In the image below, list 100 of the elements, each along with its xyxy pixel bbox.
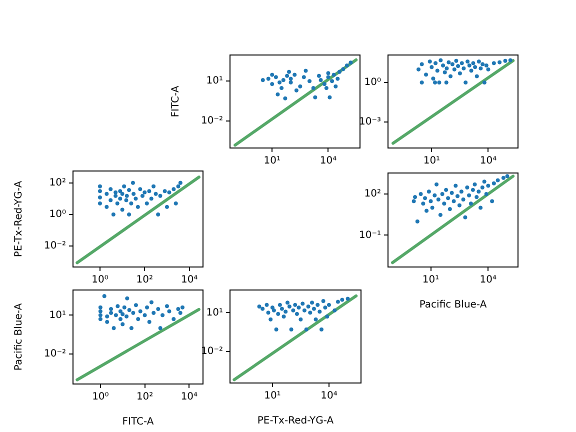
x-tick-label: 10⁴ [320, 390, 338, 402]
point [418, 192, 423, 196]
x-axis-title: Pacific Blue-A [419, 300, 487, 311]
point [486, 67, 490, 72]
point [422, 196, 428, 200]
point [454, 184, 458, 188]
point [482, 80, 486, 85]
point [280, 306, 284, 311]
y-tick-label: 10⁻² [200, 116, 223, 127]
point [454, 58, 458, 63]
point [482, 180, 486, 184]
point [462, 66, 466, 70]
point [438, 212, 442, 217]
point [463, 215, 468, 220]
point [304, 327, 308, 332]
point [437, 80, 442, 85]
point [276, 312, 280, 316]
point [308, 310, 312, 315]
y-axis-title: FITC-A [170, 86, 182, 118]
y-tick-label: 10¹ [49, 310, 66, 321]
point [306, 304, 310, 309]
y-tick-label: 10⁻³ [358, 116, 381, 128]
y-tick-label: 10⁻¹ [358, 230, 381, 241]
x-tick-label: 10⁰ [92, 274, 108, 286]
point [284, 310, 288, 314]
x-tick-label: 10¹ [423, 156, 440, 167]
point [460, 61, 464, 66]
point [264, 302, 269, 307]
y-tick-label: 10² [49, 177, 66, 188]
point [469, 68, 474, 73]
point [466, 59, 470, 64]
point [455, 194, 460, 198]
point [436, 197, 440, 202]
x-tick-label: 10⁰ [92, 392, 109, 403]
point [321, 298, 326, 304]
point [323, 306, 328, 310]
point [319, 327, 324, 332]
point [438, 58, 443, 62]
point [291, 308, 296, 312]
y-tick-label: 10¹ [206, 307, 223, 318]
point [272, 308, 276, 312]
point [440, 63, 446, 68]
point [430, 206, 434, 210]
point [326, 302, 332, 307]
point [450, 62, 454, 66]
y-axis-title: PE-Tx-Red-YG-A [14, 180, 25, 258]
point [274, 327, 278, 332]
point [285, 300, 290, 305]
point [318, 310, 322, 314]
point [316, 302, 320, 307]
point [472, 182, 477, 186]
point [476, 59, 481, 64]
point [474, 74, 479, 78]
point [435, 68, 440, 73]
point [270, 306, 274, 310]
point [433, 61, 438, 66]
point [464, 80, 468, 85]
point [302, 308, 307, 312]
point [287, 304, 292, 309]
point [293, 302, 298, 307]
point [294, 312, 300, 316]
point [314, 317, 318, 322]
point [450, 190, 454, 195]
point [442, 70, 447, 74]
point [444, 188, 448, 192]
point [428, 59, 432, 64]
y-tick-label: 10⁻² [44, 240, 66, 252]
point [467, 63, 472, 68]
point [268, 317, 273, 322]
point [431, 76, 436, 81]
point [310, 300, 314, 305]
point [448, 207, 452, 212]
point [459, 190, 464, 194]
x-axis-title: FITC-A [122, 416, 154, 428]
point [452, 199, 456, 204]
point [426, 190, 431, 194]
x-tick-label: 10² [136, 274, 154, 286]
point [458, 71, 462, 76]
point [473, 65, 478, 70]
y-tick-label: 10¹ [206, 76, 223, 87]
x-axis-title: PE-Tx-Red-YG-A [257, 416, 334, 427]
y-tick-label: 10⁻² [44, 348, 66, 360]
point [430, 65, 434, 70]
point [428, 199, 433, 204]
y-tick-label: 10⁰ [49, 209, 66, 220]
x-tick-label: 10¹ [422, 274, 440, 286]
point [266, 310, 270, 315]
point [478, 206, 483, 210]
point [484, 63, 488, 68]
point [461, 197, 466, 202]
point [298, 317, 303, 322]
point [446, 196, 450, 200]
point [432, 193, 437, 198]
x-tick-label: 10⁴ [320, 156, 337, 167]
x-tick-label: 10¹ [264, 390, 281, 402]
x-tick-label: 10⁴ [480, 274, 497, 286]
point [448, 74, 453, 78]
point [465, 185, 470, 190]
point [325, 314, 330, 319]
x-tick-label: 10² [136, 392, 154, 403]
